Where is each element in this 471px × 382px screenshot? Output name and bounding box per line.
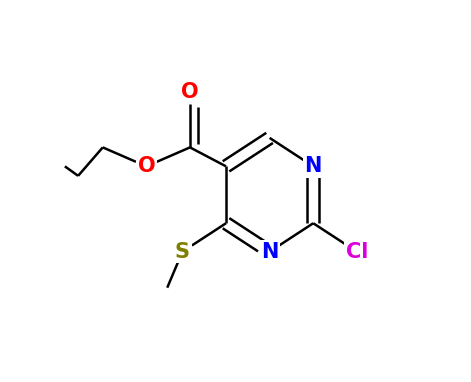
Text: Cl: Cl	[346, 242, 368, 262]
Text: O: O	[181, 83, 199, 102]
Text: S: S	[175, 242, 190, 262]
Text: N: N	[261, 242, 278, 262]
Text: O: O	[138, 156, 155, 176]
Text: N: N	[305, 156, 322, 176]
